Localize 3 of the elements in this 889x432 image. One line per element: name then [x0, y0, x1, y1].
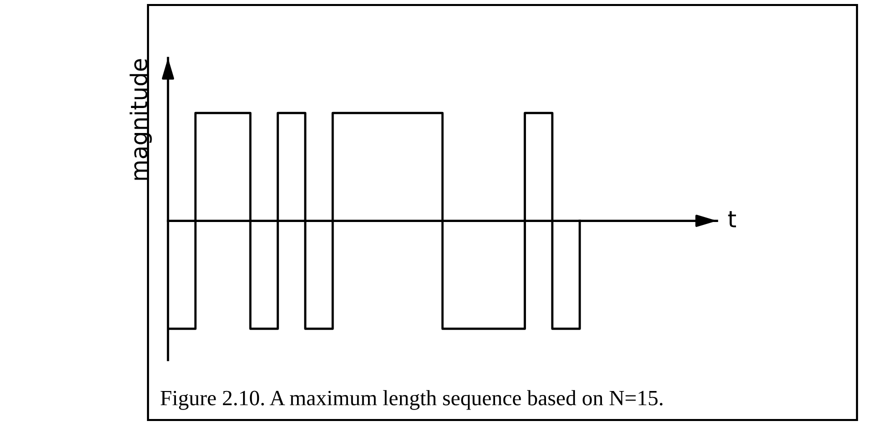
y-axis-title: magnitude [130, 59, 152, 180]
caption: Figure 2.10. A maximum length sequence based on N=15. [160, 390, 662, 410]
text: t [728, 211, 736, 228]
